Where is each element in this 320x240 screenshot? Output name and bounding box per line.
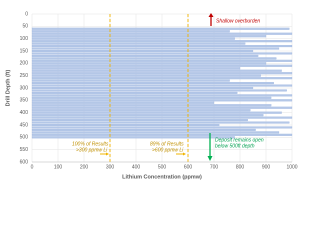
bar	[31, 62, 267, 65]
y-tick-label: 400	[20, 110, 29, 116]
x-tick-label: 500	[158, 164, 167, 170]
y-tick-label: 350	[20, 98, 29, 104]
y-tick-label: 500	[20, 135, 29, 141]
right-arrow-head	[106, 152, 109, 156]
bar	[31, 133, 293, 136]
x-tick-label: 800	[236, 164, 245, 170]
bar	[31, 49, 254, 53]
y-tick-label: 100	[20, 36, 29, 42]
bar	[31, 99, 293, 102]
bar	[31, 32, 293, 35]
bar	[31, 119, 248, 122]
annotation: below 500ft depth	[215, 143, 255, 149]
x-tick-label: 700	[210, 164, 219, 170]
bar	[31, 47, 280, 50]
y-tick-label: 200	[20, 61, 29, 67]
bar	[31, 59, 293, 62]
x-tick-label: 0	[31, 164, 34, 170]
annotation: 89% of Results	[150, 141, 184, 147]
bar	[31, 96, 272, 99]
bar	[31, 30, 230, 33]
x-tick-label: 100	[54, 164, 63, 170]
bar	[31, 57, 277, 60]
chart: Drill Depth (ft) Lithium Concentration (…	[5, 11, 298, 180]
y-axis-title: Drill Depth (ft)	[5, 70, 11, 107]
bar	[31, 91, 238, 94]
bar	[31, 86, 254, 90]
bar	[31, 79, 230, 82]
bar	[31, 45, 293, 48]
annotation: Shallow overburden	[216, 18, 260, 24]
x-tick-label: 600	[184, 164, 193, 170]
bar	[31, 131, 280, 134]
bar	[31, 27, 290, 30]
bar	[31, 109, 251, 112]
bar	[31, 52, 293, 55]
bar	[31, 84, 293, 87]
y-tick-label: 600	[20, 159, 29, 165]
bar	[31, 128, 256, 131]
bar	[31, 123, 220, 127]
bar	[31, 37, 235, 40]
bar	[31, 104, 272, 107]
bar	[31, 114, 264, 117]
y-tick-label: 300	[20, 85, 29, 91]
x-tick-label: 200	[80, 164, 89, 170]
bar	[31, 74, 261, 77]
bar	[31, 94, 293, 97]
x-tick-label: 900	[262, 164, 271, 170]
bar	[31, 54, 259, 57]
bar	[31, 35, 267, 38]
bar	[31, 40, 293, 43]
x-axis-title: Lithium Concentration (ppmw)	[122, 174, 202, 180]
bar	[31, 67, 241, 70]
bar	[31, 121, 290, 124]
bar	[31, 116, 293, 119]
y-tick-label: 50	[22, 24, 28, 30]
right-arrow-head	[183, 152, 186, 156]
down-arrow-head	[207, 156, 213, 161]
bar	[31, 77, 293, 80]
annotation: >300 ppmw Li	[76, 147, 108, 153]
bar	[31, 72, 293, 75]
x-tick-label: 1000	[286, 164, 297, 170]
x-tick-label: 300	[106, 164, 115, 170]
up-arrow-head	[208, 13, 214, 17]
y-tick-label: 0	[25, 11, 28, 17]
y-tick-label: 550	[20, 147, 29, 153]
annotation: >600 ppmw Li	[152, 147, 184, 153]
annotation: Deposit remains open	[215, 137, 264, 143]
bar	[31, 64, 293, 67]
bar	[31, 42, 246, 45]
bar	[31, 126, 293, 129]
bar	[31, 106, 293, 109]
x-tick-label: 400	[132, 164, 141, 170]
bar	[31, 82, 274, 85]
bar	[31, 101, 215, 104]
annotation: 100% of Results	[72, 141, 109, 147]
y-tick-label: 150	[20, 48, 29, 54]
bar	[31, 111, 282, 114]
y-tick-label: 250	[20, 73, 29, 79]
y-tick-label: 450	[20, 122, 29, 128]
bar	[31, 136, 235, 139]
bar	[31, 69, 282, 72]
bar	[31, 89, 287, 92]
